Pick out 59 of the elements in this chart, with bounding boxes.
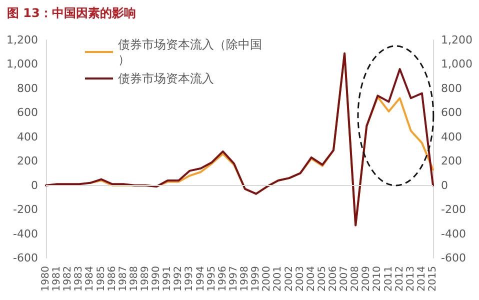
y-tick-label: 800 — [17, 82, 38, 95]
x-tick-label: 1998 — [240, 266, 251, 292]
x-tick-label: 1986 — [106, 266, 118, 292]
legend-label: 债券市场资本流入（除中国） — [118, 38, 262, 66]
x-tick-label: 1996 — [217, 266, 228, 292]
y-tick-label: -200 — [13, 203, 38, 216]
x-tick-label: 2015 — [428, 266, 438, 292]
x-tick-label: 1991 — [162, 266, 174, 292]
x-tick-label: 1982 — [62, 266, 74, 292]
x-tick-label: 1999 — [250, 266, 262, 292]
x-tick-label: 2008 — [350, 266, 362, 292]
x-tick-label: 1995 — [206, 266, 218, 292]
x-tick-label: 1990 — [151, 266, 162, 292]
y2-tick-label: -200 — [441, 203, 466, 216]
x-tick-label: 2001 — [272, 266, 284, 292]
x-tick-label: 1989 — [140, 266, 152, 292]
x-tick-label: 2003 — [294, 266, 306, 292]
y2-tick-label: -600 — [441, 252, 466, 264]
x-tick-label: 2004 — [306, 266, 317, 292]
x-tick-label: 2014 — [416, 266, 428, 292]
y2-tick-label: 1,200 — [441, 34, 472, 46]
x-tick-label: 1993 — [184, 266, 196, 292]
x-tick-label: 1994 — [195, 266, 206, 292]
chart-title: 图 13：中国因素的影响 — [7, 6, 136, 20]
y2-tick-label: 800 — [441, 82, 462, 95]
x-tick-label: 2010 — [372, 266, 384, 292]
x-tick-label: 1985 — [96, 266, 107, 292]
x-tick-label: 2006 — [328, 266, 339, 292]
x-tick-label: 2007 — [339, 266, 350, 292]
legend-label: 债券市场资本流入 — [118, 72, 214, 86]
x-tick-label: 2005 — [316, 266, 328, 292]
x-tick-label: 2000 — [262, 266, 273, 292]
x-tick-label: 2011 — [383, 266, 394, 292]
y2-tick-label: 1,000 — [441, 58, 472, 71]
y2-tick-label: 200 — [441, 154, 462, 168]
y-tick-label: 200 — [17, 154, 38, 168]
x-tick-label: 1981 — [52, 266, 63, 292]
x-tick-label: 1980 — [40, 266, 52, 292]
y-tick-label: 1,000 — [6, 58, 38, 71]
x-tick-label: 2009 — [361, 266, 372, 292]
x-tick-label: 2012 — [394, 266, 406, 292]
y-tick-label: -600 — [13, 252, 38, 264]
y-tick-label: -400 — [13, 227, 38, 240]
x-tick-label: 1987 — [118, 266, 129, 292]
x-tick-label: 1992 — [173, 266, 184, 292]
x-tick-label: 1997 — [228, 266, 240, 292]
y2-tick-label: 600 — [441, 106, 462, 120]
y-tick-label: 600 — [17, 106, 38, 120]
y-tick-label: 0 — [31, 178, 38, 192]
y2-tick-label: 0 — [441, 178, 448, 192]
y-tick-label: 1,200 — [6, 34, 38, 46]
x-tick-label: 2013 — [405, 266, 416, 292]
y2-tick-label: 400 — [441, 130, 462, 144]
x-tick-label: 1984 — [84, 266, 96, 292]
y-tick-label: 400 — [17, 130, 38, 144]
x-tick-label: 1983 — [74, 266, 85, 292]
x-tick-label: 2002 — [284, 266, 295, 292]
y2-tick-label: -400 — [441, 227, 466, 240]
x-tick-label: 1988 — [128, 266, 140, 292]
